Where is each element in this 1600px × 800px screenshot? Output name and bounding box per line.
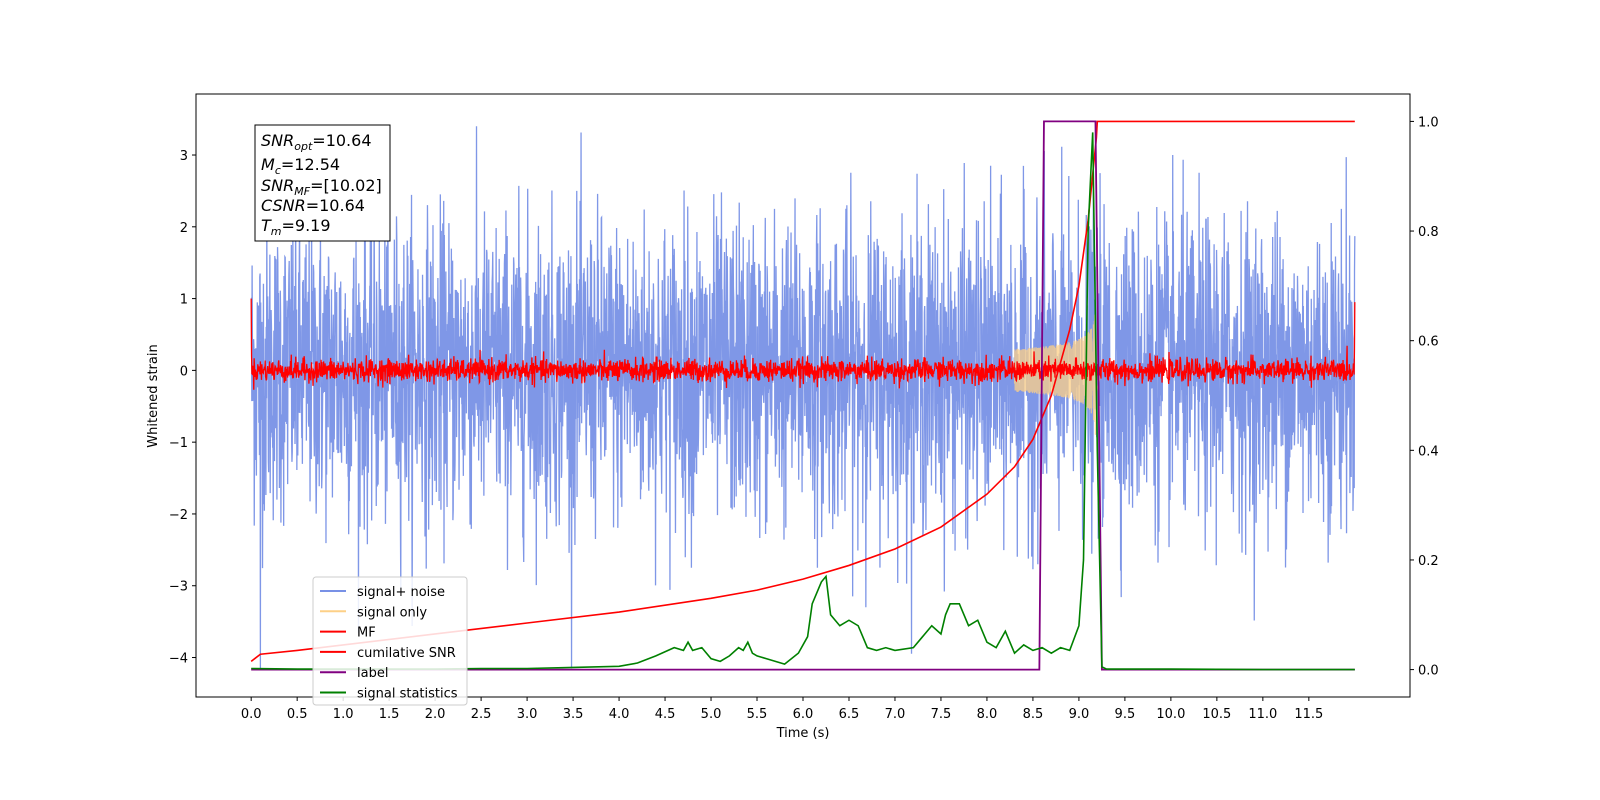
legend-label: MF	[357, 626, 376, 641]
ann-l1-main: SNR	[261, 131, 294, 150]
annotation-snr-mf: SNRMF=[10.02]	[261, 176, 382, 198]
x-tick-label: 11.0	[1248, 707, 1277, 722]
x-axis-ticks: 0.0 0.5 1.0 1.5 2.0 2.5 3.0 3.5 4.0 4.5 5.0 5.5 6.0 6…	[241, 697, 1323, 722]
annotation-frame	[254, 124, 391, 242]
x-tick-label: 5.5	[747, 707, 768, 722]
series-mf-line	[250, 298, 1356, 390]
y-left-tick-label: −3	[169, 580, 188, 595]
x-tick-label: 9.5	[1115, 707, 1136, 722]
series-signal-statistics-line	[251, 132, 1355, 671]
ann-l5-main: T	[261, 216, 272, 235]
y-left-tick-label: −2	[169, 508, 188, 523]
y-left-tick-label: −1	[169, 436, 188, 451]
x-tick-label: 0.5	[287, 707, 308, 722]
x-tick-label: 10.5	[1202, 707, 1231, 722]
y-left-tick-label: 1	[180, 293, 188, 308]
x-tick-label: 3.5	[563, 707, 584, 722]
ann-l4-value: =10.64	[306, 196, 365, 215]
y-right-tick-label: 0.0	[1418, 664, 1439, 679]
y-right-tick-label: 1.0	[1418, 115, 1439, 130]
y-left-tick-label: 2	[180, 221, 188, 236]
x-tick-label: 2.5	[471, 707, 492, 722]
ann-l5-value: =9.19	[282, 216, 331, 235]
y-right-tick-label: 0.6	[1418, 335, 1439, 350]
x-tick-label: 1.0	[333, 707, 354, 722]
ann-l1-value: =10.64	[312, 131, 371, 150]
annotation-csnr: CSNR=10.64	[261, 196, 365, 215]
ann-l3-sub: MF	[294, 185, 310, 198]
annotation-snr-opt: SNRopt=10.64	[261, 131, 372, 153]
x-tick-label: 7.0	[885, 707, 906, 722]
legend-frame	[312, 576, 468, 706]
y-right-tick-label: 0.8	[1418, 225, 1439, 240]
ann-l3-main: SNR	[261, 176, 294, 195]
y-right-tick-label: 0.2	[1418, 554, 1439, 569]
ann-l5-sub: m	[271, 225, 282, 238]
x-tick-label: 9.0	[1069, 707, 1090, 722]
legend-items: signal+ noise signal only MF cumilative SNR…	[320, 585, 458, 702]
y-left-tick-label: 0	[180, 364, 188, 379]
y-left-tick-label: −4	[169, 652, 188, 667]
x-tick-label: 8.0	[977, 707, 998, 722]
legend: signal+ noise signal only MF cumilative SNR…	[312, 576, 468, 706]
legend-label: signal+ noise	[357, 585, 445, 600]
annotation-merger-time: Tm=9.19	[261, 216, 331, 238]
x-tick-label: 5.0	[701, 707, 722, 722]
ann-l2-sub: c	[275, 164, 281, 177]
ann-l4-main: CSNR	[261, 196, 306, 215]
ann-l2-value: =12.54	[281, 155, 340, 174]
x-tick-label: 4.5	[655, 707, 676, 722]
annotation-chirp-mass: Mc=12.54	[261, 155, 340, 177]
ann-l1-sub: opt	[294, 140, 313, 153]
ann-l2-main: M	[261, 155, 275, 174]
x-tick-label: 0.0	[241, 707, 262, 722]
y-left-tick-label: 3	[180, 149, 188, 164]
legend-label: signal only	[357, 605, 427, 620]
x-axis-label: Time (s)	[776, 726, 830, 741]
x-tick-label: 4.0	[609, 707, 630, 722]
x-tick-label: 8.5	[1023, 707, 1044, 722]
y-axis-label: Whitened strain	[146, 344, 161, 447]
x-tick-label: 6.5	[839, 707, 860, 722]
series-signal-noise-line	[250, 126, 1356, 669]
legend-label: cumilative SNR	[357, 646, 456, 661]
x-tick-label: 3.0	[517, 707, 538, 722]
x-tick-label: 10.0	[1156, 707, 1185, 722]
annotation-box: SNRopt=10.64 Mc=12.54 SNRMF=[10.02] CSNR…	[254, 124, 391, 242]
x-tick-label: 7.5	[931, 707, 952, 722]
x-tick-label: 2.0	[425, 707, 446, 722]
legend-label: signal statistics	[357, 687, 458, 702]
x-tick-label: 1.5	[379, 707, 400, 722]
x-tick-label: 6.0	[793, 707, 814, 722]
legend-label: label	[357, 666, 388, 681]
y-right-tick-label: 0.4	[1418, 444, 1439, 459]
ann-l3-value: =[10.02]	[310, 176, 382, 195]
y-axis-left-ticks: 3 2 1 0 −1 −2 −3 −4	[169, 149, 196, 667]
x-tick-label: 11.5	[1294, 707, 1323, 722]
y-axis-right-ticks: 1.0 0.8 0.6 0.4 0.2 0.0	[1410, 115, 1439, 679]
